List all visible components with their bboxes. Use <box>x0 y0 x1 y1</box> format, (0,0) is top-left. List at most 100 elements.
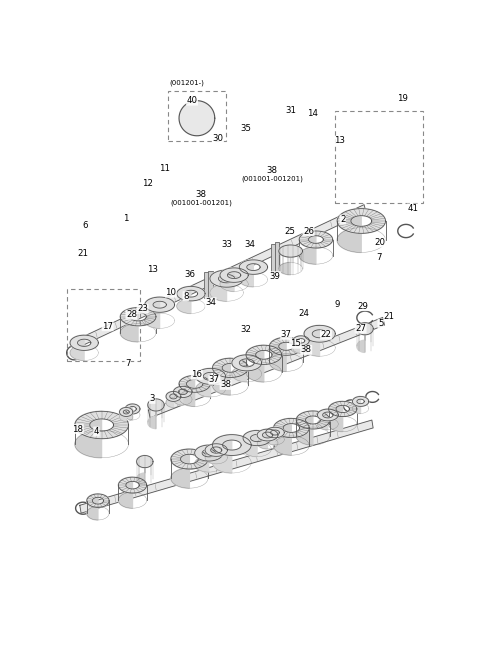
Text: 36: 36 <box>184 270 195 279</box>
Text: 38: 38 <box>301 345 312 354</box>
Polygon shape <box>257 429 278 441</box>
Text: 27: 27 <box>355 324 366 333</box>
Bar <box>276 242 279 271</box>
Text: 5: 5 <box>378 319 384 328</box>
Text: 7: 7 <box>125 359 131 368</box>
Polygon shape <box>80 420 373 513</box>
Polygon shape <box>70 335 84 361</box>
Polygon shape <box>70 335 98 350</box>
Polygon shape <box>137 456 153 467</box>
Text: 23: 23 <box>137 304 148 313</box>
Text: 28: 28 <box>126 311 137 319</box>
Polygon shape <box>171 449 208 469</box>
Polygon shape <box>337 208 361 253</box>
Text: (001001-001201): (001001-001201) <box>170 199 232 206</box>
Text: 21: 21 <box>78 249 89 258</box>
Polygon shape <box>171 449 189 488</box>
Polygon shape <box>125 404 140 414</box>
Polygon shape <box>257 429 267 449</box>
Text: 33: 33 <box>221 240 232 249</box>
Polygon shape <box>210 270 227 301</box>
Text: 16: 16 <box>192 370 203 380</box>
Polygon shape <box>317 409 328 430</box>
Bar <box>208 271 213 297</box>
Polygon shape <box>296 411 330 429</box>
Polygon shape <box>296 411 313 445</box>
Polygon shape <box>357 323 365 352</box>
Polygon shape <box>179 376 210 393</box>
Polygon shape <box>166 391 173 408</box>
Text: 1: 1 <box>123 214 129 223</box>
Polygon shape <box>177 286 191 313</box>
Text: 12: 12 <box>142 179 153 188</box>
Polygon shape <box>317 409 338 421</box>
Polygon shape <box>279 245 302 257</box>
Text: 15: 15 <box>289 339 300 348</box>
Polygon shape <box>299 231 316 264</box>
Polygon shape <box>246 345 282 365</box>
Polygon shape <box>120 307 156 326</box>
Polygon shape <box>293 336 309 346</box>
Polygon shape <box>173 386 192 398</box>
Text: 24: 24 <box>298 309 309 318</box>
Text: 11: 11 <box>159 164 169 173</box>
Polygon shape <box>274 419 291 455</box>
Text: 32: 32 <box>240 326 252 334</box>
Polygon shape <box>148 318 384 418</box>
Polygon shape <box>243 430 271 446</box>
Text: 19: 19 <box>397 94 408 103</box>
Text: 34: 34 <box>244 240 255 249</box>
Polygon shape <box>240 260 253 287</box>
Polygon shape <box>357 323 373 335</box>
Text: 2: 2 <box>340 215 346 224</box>
Polygon shape <box>120 307 138 342</box>
Text: 8: 8 <box>183 292 189 301</box>
Polygon shape <box>352 396 360 413</box>
Text: 17: 17 <box>102 322 113 331</box>
Polygon shape <box>240 260 267 274</box>
Text: 14: 14 <box>308 109 318 118</box>
Polygon shape <box>119 477 132 508</box>
Polygon shape <box>196 368 226 384</box>
Polygon shape <box>213 358 230 395</box>
Polygon shape <box>148 399 164 411</box>
Polygon shape <box>137 456 144 485</box>
Polygon shape <box>243 430 257 457</box>
Text: 26: 26 <box>303 227 314 236</box>
Polygon shape <box>205 444 228 456</box>
Text: 22: 22 <box>321 330 332 339</box>
Polygon shape <box>232 355 262 371</box>
Bar <box>271 243 275 273</box>
Text: 38: 38 <box>220 380 231 389</box>
Text: 39: 39 <box>270 271 280 281</box>
Text: 9: 9 <box>335 300 340 309</box>
Polygon shape <box>195 445 223 461</box>
Text: 37: 37 <box>209 376 220 384</box>
Polygon shape <box>329 401 343 432</box>
Bar <box>204 272 209 298</box>
Text: 20: 20 <box>374 238 385 247</box>
Text: 38: 38 <box>266 167 277 175</box>
Polygon shape <box>75 411 102 458</box>
Polygon shape <box>120 408 133 417</box>
Polygon shape <box>269 337 303 355</box>
Polygon shape <box>195 445 209 472</box>
Polygon shape <box>205 444 216 464</box>
Polygon shape <box>329 401 357 417</box>
Polygon shape <box>269 337 286 371</box>
Text: 41: 41 <box>407 204 418 213</box>
Text: (001201-): (001201-) <box>169 80 204 87</box>
Text: 10: 10 <box>165 288 176 297</box>
Text: 13: 13 <box>147 265 158 274</box>
Polygon shape <box>145 297 175 312</box>
Polygon shape <box>87 494 109 508</box>
Text: 34: 34 <box>205 298 216 307</box>
Text: 31: 31 <box>285 106 296 115</box>
Text: 13: 13 <box>334 136 345 145</box>
Polygon shape <box>75 411 129 439</box>
Polygon shape <box>279 245 290 275</box>
Polygon shape <box>213 435 251 456</box>
Polygon shape <box>145 297 159 328</box>
Polygon shape <box>166 391 181 402</box>
Text: 25: 25 <box>284 227 295 236</box>
